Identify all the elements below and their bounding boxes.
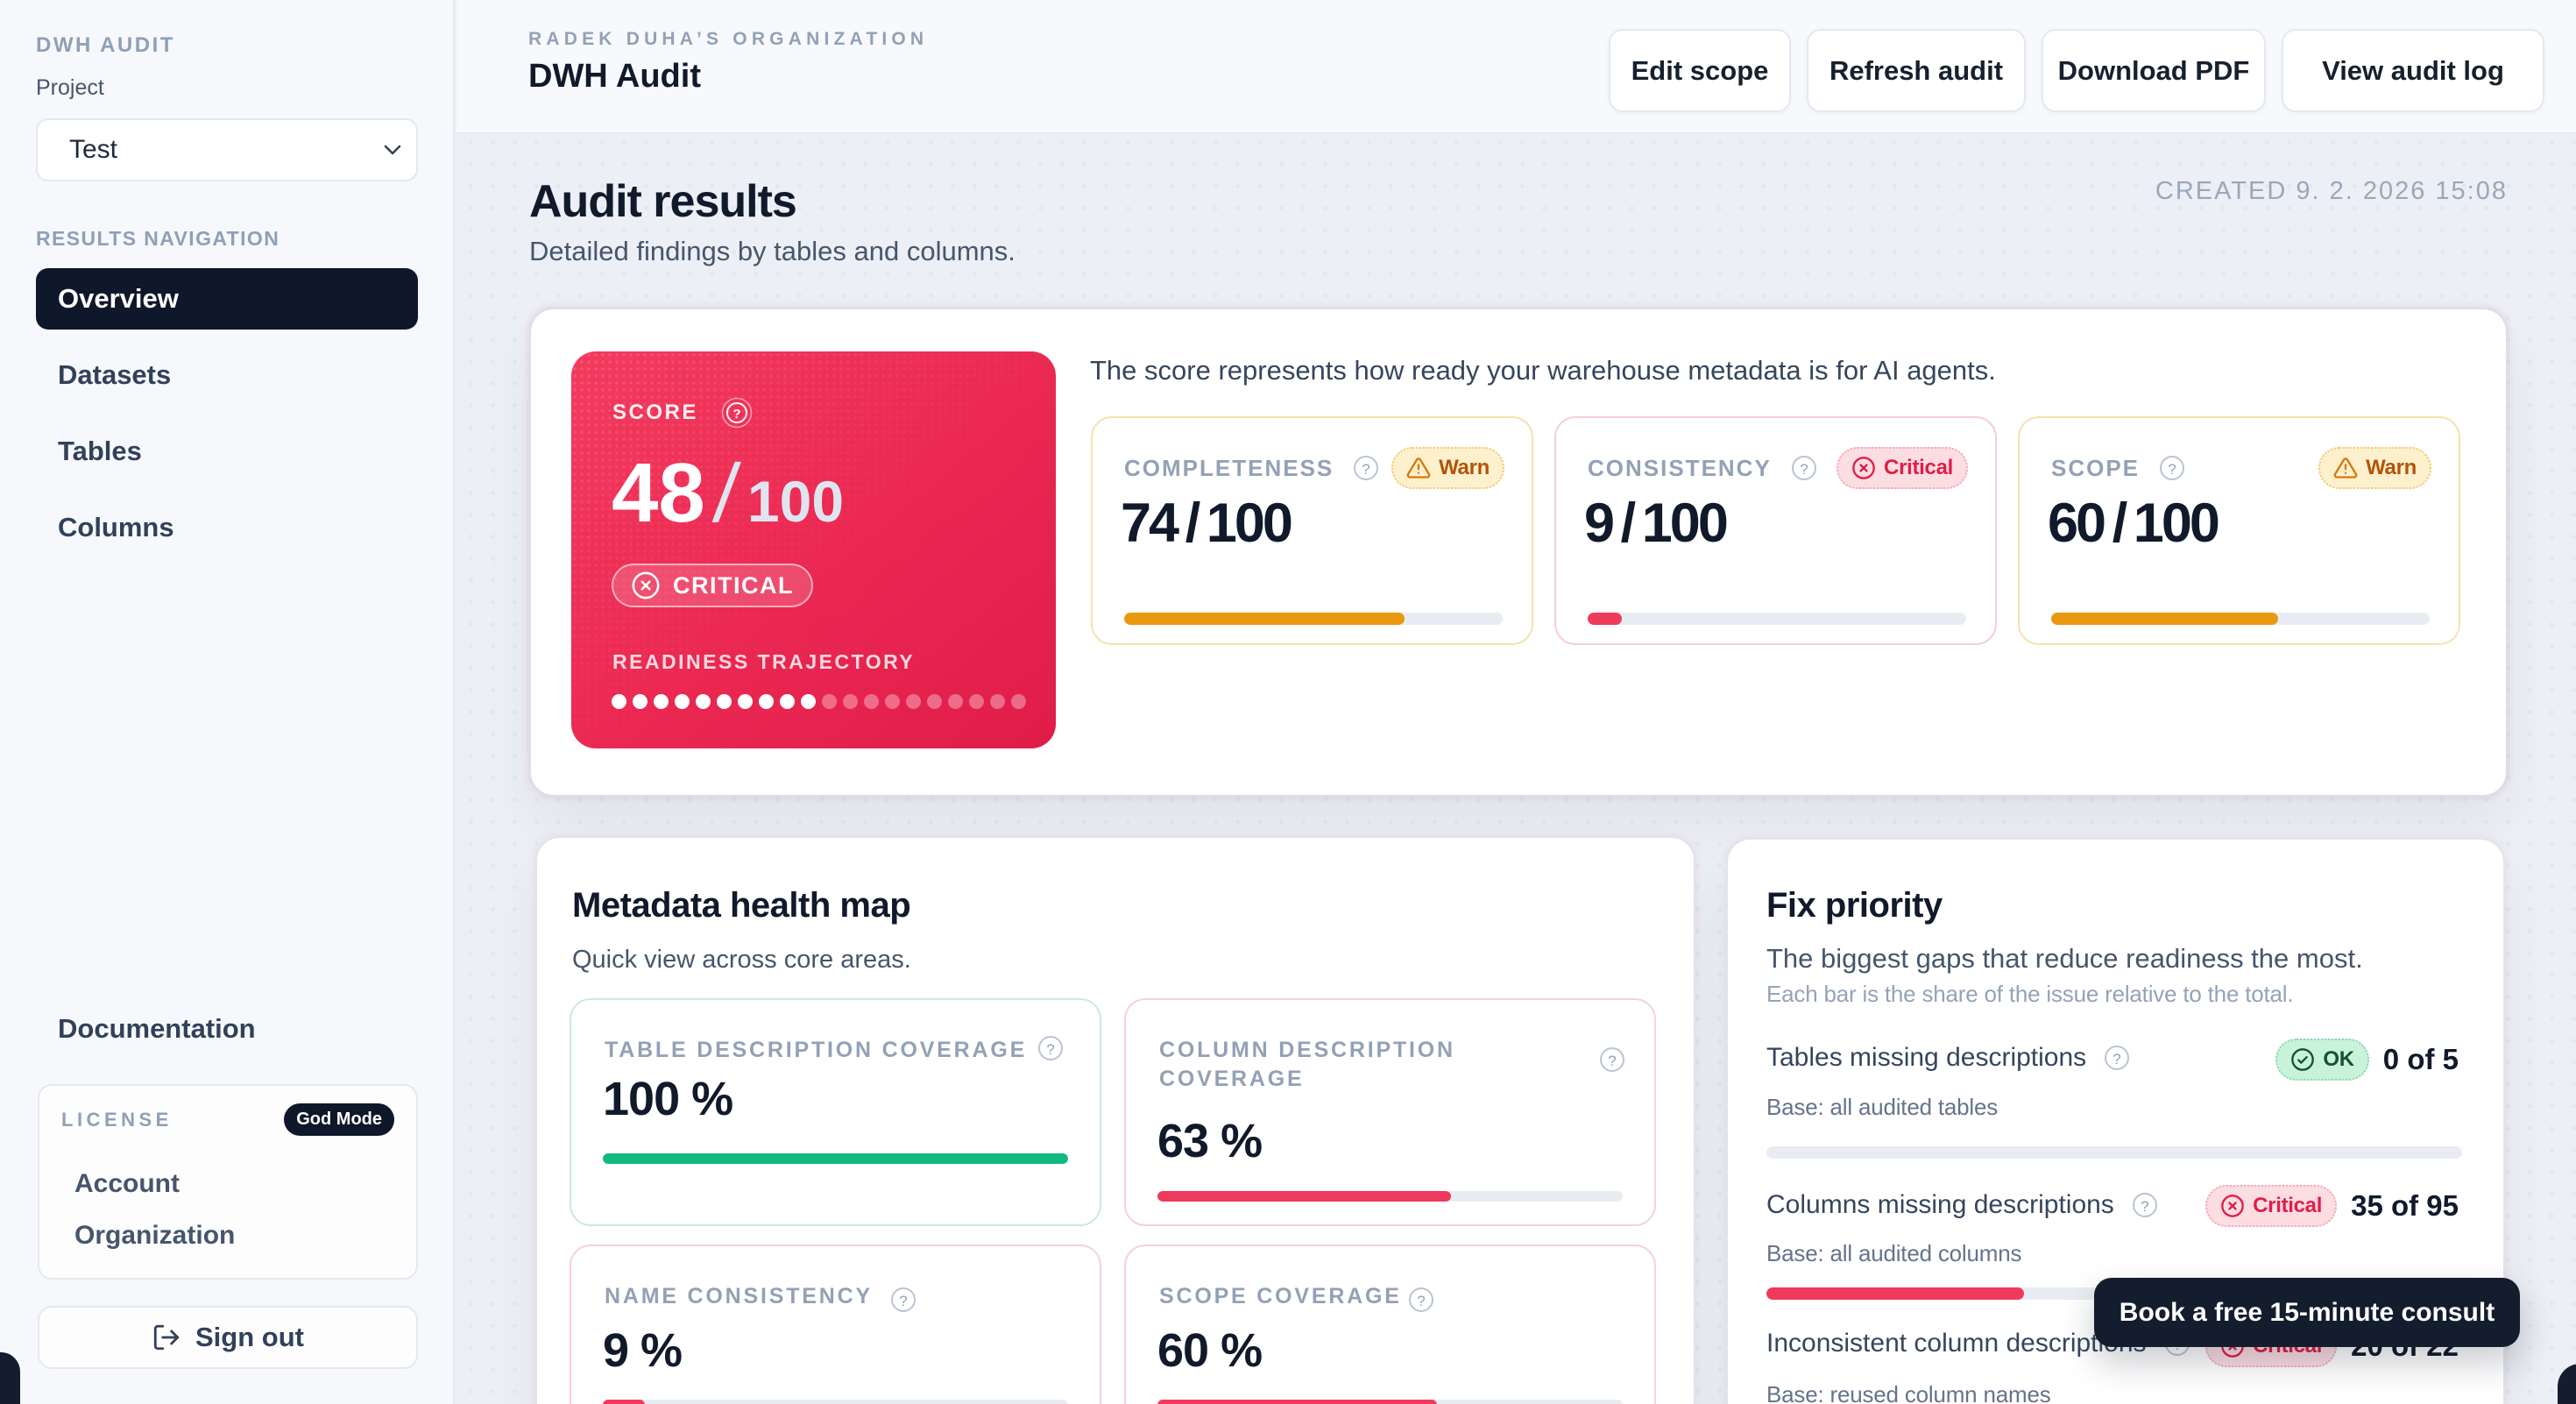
svg-text:?: ? (2168, 461, 2176, 478)
svg-text:?: ? (1046, 1041, 1054, 1058)
svg-text:?: ? (899, 1293, 907, 1309)
svg-text:?: ? (2141, 1198, 2148, 1215)
svg-text:?: ? (1800, 461, 1808, 478)
svg-text:?: ? (732, 407, 740, 422)
svg-text:?: ? (1417, 1293, 1425, 1309)
svg-text:?: ? (1608, 1053, 1616, 1069)
svg-text:?: ? (1362, 461, 1370, 478)
svg-text:?: ? (2112, 1051, 2120, 1067)
